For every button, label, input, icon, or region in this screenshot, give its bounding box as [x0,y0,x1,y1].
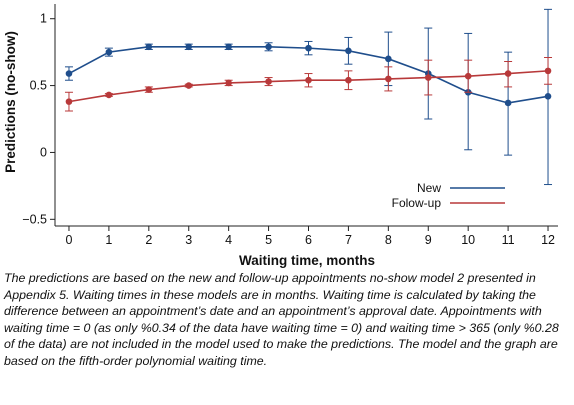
series-layer [64,8,553,186]
data-point-follow-up [544,67,552,75]
data-point-follow-up [305,76,312,84]
data-point-new [345,47,352,55]
data-point-new [105,48,113,56]
plot-area [0,0,574,268]
legend-label-follow-up: Folow-up [392,196,442,210]
x-tick-label: 1 [105,233,112,247]
no-show-prediction-chart: −0.500.510 1 2 3 4 5 6 7 8 9 10 11 12 Predictions (n… [0,0,574,268]
x-tick-label: 7 [345,233,352,247]
x-tick-label: 11 [502,233,515,247]
data-point-new [305,44,312,52]
x-tick-label: 3 [185,233,192,247]
x-tick-label: 9 [425,233,432,247]
data-point-new [65,70,73,77]
data-point-follow-up [225,79,232,87]
x-tick-label: 4 [225,233,232,247]
x-tick-label: 5 [265,233,272,247]
data-point-new [145,43,153,51]
figure-caption: The predictions are based on the new and… [4,271,559,368]
data-point-new [225,43,232,51]
axes-layer: −0.500.510 1 2 3 4 5 6 7 8 9 10 11 12 [22,4,558,247]
data-point-follow-up [385,75,392,83]
y-tick-label: 0.5 [30,79,47,93]
data-point-follow-up [504,70,512,77]
x-tick-label: 10 [461,233,475,247]
legend: New Folow-up [392,181,505,210]
data-point-follow-up [185,82,193,89]
data-point-follow-up [265,78,272,85]
data-point-new [265,43,272,51]
data-point-follow-up [65,98,73,105]
data-point-follow-up [345,76,352,84]
data-point-follow-up [105,91,113,99]
x-tick-label: 8 [385,233,392,247]
data-point-new [504,99,512,107]
data-point-follow-up [424,74,432,81]
data-point-new [185,43,193,51]
data-point-new [544,92,552,100]
x-tick-label: 6 [305,233,312,247]
series-follow-up [64,56,553,112]
data-point-follow-up [145,86,153,93]
y-axis-title: Predictions (no-show) [3,31,18,173]
y-tick-label: 1 [40,12,47,26]
x-tick-label: 12 [541,233,555,247]
x-tick-label: 2 [145,233,152,247]
x-tick-label: 0 [65,233,72,247]
x-axis-title: Waiting time, months [239,253,375,268]
y-tick-label: 0 [40,145,47,159]
legend-label-new: New [417,181,441,195]
data-point-follow-up [464,72,472,80]
data-point-new [385,55,392,63]
y-tick-label: −0.5 [22,212,47,226]
